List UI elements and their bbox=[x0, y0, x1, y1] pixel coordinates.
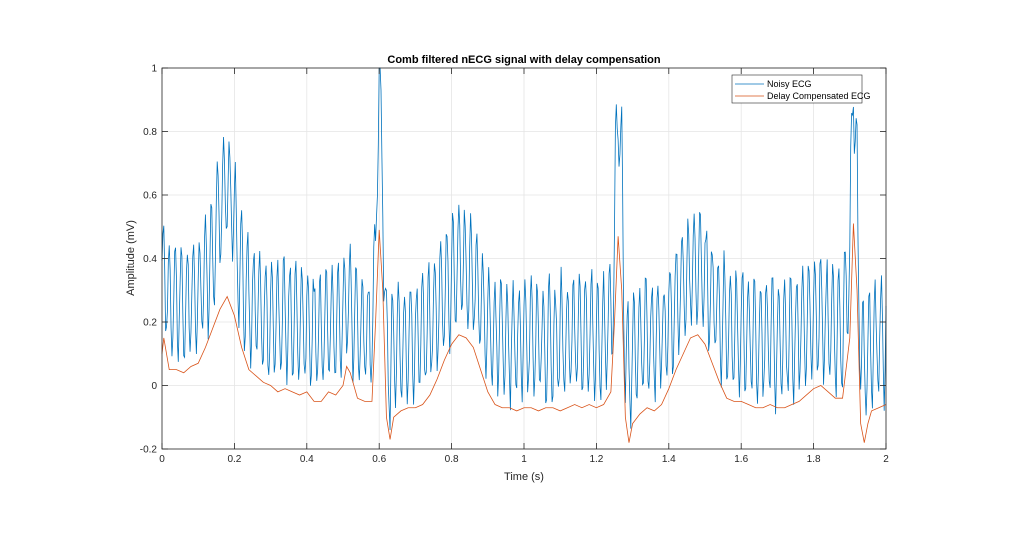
x-axis-label: Time (s) bbox=[504, 471, 544, 483]
y-tick-label: 0.6 bbox=[143, 191, 157, 202]
x-tick-label: 1 bbox=[521, 454, 527, 465]
x-tick-label: 0.2 bbox=[227, 454, 241, 465]
legend-label-delay-compensated-ecg: Delay Compensated ECG bbox=[767, 91, 871, 101]
plot-lines bbox=[161, 67, 887, 443]
ticks: 0 0.2 0.4 0.6 0.8 1 1.2 1.4 1.6 1.8 2-0.200.20.40.… bbox=[140, 64, 889, 466]
legend-label-noisy-ecg: Noisy ECG bbox=[767, 79, 812, 89]
x-tick-label: 2 bbox=[883, 454, 889, 465]
x-tick-label: 0 bbox=[159, 454, 165, 465]
x-tick-label: 0.8 bbox=[445, 454, 459, 465]
y-tick-label: 0.8 bbox=[143, 127, 157, 138]
x-tick-label: 1.8 bbox=[807, 454, 821, 465]
series-line-noisy-ecg bbox=[161, 67, 887, 431]
chart-title: Comb filtered nECG signal with delay com… bbox=[387, 54, 660, 66]
y-tick-label: 0.4 bbox=[143, 254, 157, 265]
y-tick-label: 0 bbox=[151, 381, 157, 392]
x-tick-label: 1.6 bbox=[734, 454, 748, 465]
x-tick-label: 1.4 bbox=[662, 454, 676, 465]
x-tick-label: 1.2 bbox=[589, 454, 603, 465]
y-tick-label: 1 bbox=[151, 64, 157, 75]
legend[interactable]: Noisy ECG Delay Compensated ECG bbox=[731, 74, 871, 104]
x-tick-label: 0.6 bbox=[372, 454, 386, 465]
x-tick-label: 0.4 bbox=[300, 454, 314, 465]
legend-box bbox=[731, 74, 863, 104]
y-tick-label: 0.2 bbox=[143, 318, 157, 329]
series-line-delay-compensated-ecg bbox=[161, 223, 887, 443]
y-axis-label: Amplitude (mV) bbox=[125, 220, 137, 296]
y-tick-label: -0.2 bbox=[140, 445, 158, 456]
